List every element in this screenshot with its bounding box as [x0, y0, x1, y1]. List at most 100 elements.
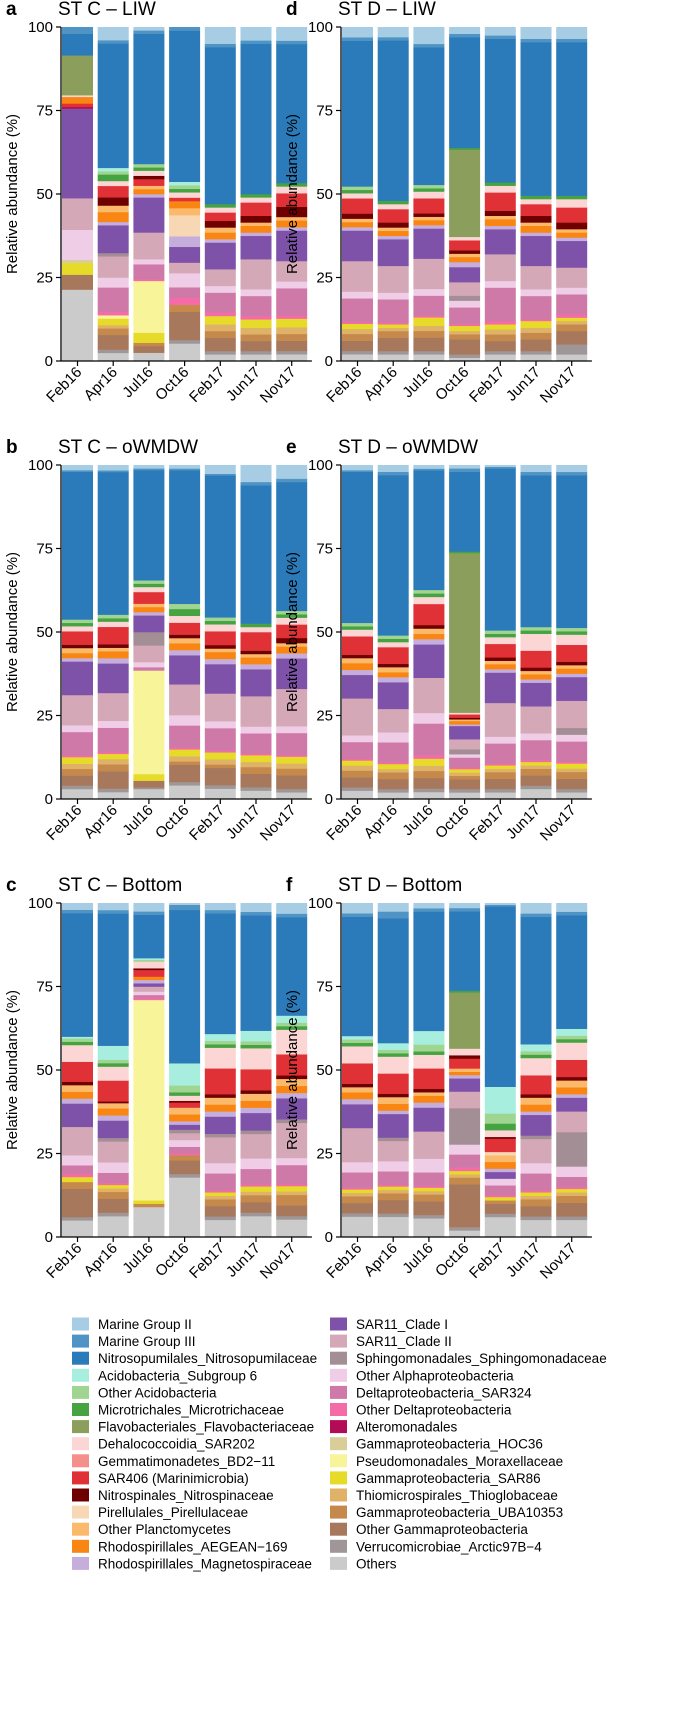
bar-segment [97, 471, 129, 615]
bar-segment [449, 1071, 481, 1076]
bar-segment [97, 651, 129, 659]
bar-segment [276, 1194, 308, 1206]
x-tick-label: Apr16 [361, 364, 401, 404]
legend-swatch [330, 1403, 347, 1416]
x-tick-label: Feb16 [43, 364, 85, 406]
bar-segment [342, 1127, 373, 1163]
bar-segment [556, 627, 588, 632]
panel-f: f ST D – Bottom Relative abundance (%) 0 25 5… [284, 875, 592, 1282]
bar-segment [133, 30, 165, 34]
legend-swatch [72, 1385, 89, 1399]
bar-segment [484, 1086, 516, 1114]
bar-segment [556, 634, 588, 646]
bar-segment [169, 1155, 201, 1161]
bar-segment [276, 788, 308, 793]
bar-Jun17 [240, 465, 272, 800]
bar-segment [240, 340, 272, 352]
bar-segment [240, 653, 272, 658]
bar-segment [484, 630, 516, 634]
bar-segment [520, 232, 552, 237]
bar-segment [97, 1198, 129, 1213]
bar-segment [342, 654, 373, 659]
bar-segment [342, 1192, 373, 1197]
bar-segment [449, 325, 481, 332]
bar-segment [133, 914, 165, 959]
x-tick-label: Feb17 [466, 802, 508, 844]
bar-segment [449, 739, 481, 750]
bar-segment [342, 227, 373, 231]
bar-segment [377, 677, 409, 683]
bar-segment [62, 95, 93, 98]
bar-segment [240, 1069, 272, 1091]
bar-segment [413, 228, 445, 259]
bar-segment [204, 292, 236, 313]
bar-segment [240, 733, 272, 754]
bar-segment [133, 232, 165, 260]
bar-segment [276, 1219, 308, 1238]
x-tick-label: Apr16 [81, 1240, 121, 1280]
bar-segment [377, 354, 409, 362]
bar-segment [556, 1131, 588, 1167]
legend-label: Thiomicrospirales_Thioglobaceae [356, 1488, 558, 1503]
bar-segment [484, 229, 516, 255]
bar-segment [240, 1044, 272, 1049]
bar-segment [413, 315, 445, 318]
bar-segment [204, 330, 236, 338]
bar-segment [169, 903, 201, 906]
y-tick-label: 100 [308, 457, 333, 474]
legend-swatch [72, 1437, 89, 1451]
legend-swatch [72, 1539, 89, 1553]
bar-segment [520, 195, 552, 200]
bar-segment [204, 1116, 236, 1135]
legend-item: Pirellulales_Pirellulaceae [72, 1505, 248, 1520]
bar-segment [204, 473, 236, 476]
bar-segment [449, 256, 481, 263]
bar-segment [449, 324, 481, 327]
bar-segment [62, 289, 93, 362]
bar-segment [204, 620, 236, 625]
bar-segment [169, 1177, 201, 1238]
bar-segment [342, 790, 373, 800]
bar-segment [449, 907, 481, 912]
bar-segment [449, 725, 481, 740]
bar-segment [276, 1164, 308, 1185]
legend-swatch [330, 1437, 347, 1451]
bar-segment [377, 475, 409, 636]
bar-segment [169, 909, 201, 1064]
bar-segment [342, 260, 373, 292]
bar-segment [133, 163, 165, 168]
bar-segment [377, 1213, 409, 1218]
bar-segment [413, 470, 445, 591]
bar-segment [169, 764, 201, 783]
bar-segment [240, 915, 272, 1031]
bar-segment [377, 239, 409, 267]
bar-segment [342, 636, 373, 655]
x-tick-label: Apr16 [81, 802, 121, 842]
legend-swatch [72, 1351, 89, 1365]
bar-segment [240, 350, 272, 355]
bar-segment [342, 1046, 373, 1064]
bar-segment [449, 147, 481, 150]
bar-segment [342, 1098, 373, 1105]
bar-segment [556, 771, 588, 779]
bar-segment [169, 655, 201, 685]
panel-title: ST D – LIW [338, 0, 436, 20]
x-tick-label: Feb16 [43, 802, 85, 844]
bar-segment [449, 551, 481, 554]
bar-Nov17 [276, 465, 308, 800]
bar-segment [169, 747, 201, 750]
y-axis-label: Relative abundance (%) [284, 552, 301, 712]
bar-segment [484, 702, 516, 737]
bar-segment [449, 1091, 481, 1109]
bar-segment [413, 258, 445, 290]
x-tick-label: Feb16 [323, 1240, 365, 1282]
bar-segment [204, 239, 236, 243]
bar-segment [62, 229, 93, 260]
bar-segment [484, 254, 516, 282]
bar-segment [97, 180, 129, 187]
bar-segment [520, 265, 552, 290]
bar-segment [520, 471, 552, 476]
legend-label: Microtrichales_Microtrichaceae [98, 1403, 284, 1418]
bar-segment [62, 775, 93, 786]
bar-segment [342, 913, 373, 917]
